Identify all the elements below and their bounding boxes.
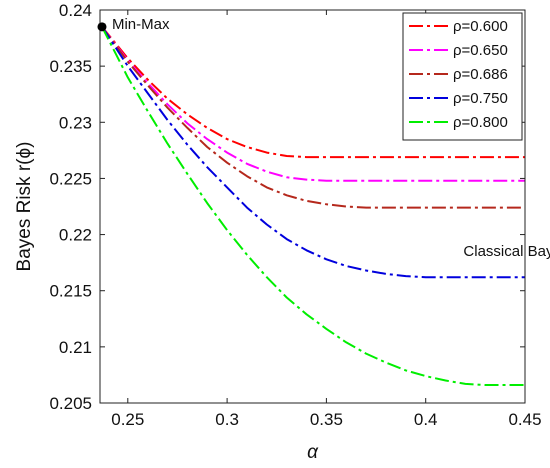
x-axis-label: α: [307, 442, 319, 463]
series-lines: [101, 26, 525, 386]
series-line-0: [101, 26, 525, 159]
legend-label-0: ρ=0.600: [453, 18, 508, 35]
y-tick-label: 0.225: [49, 169, 92, 188]
y-tick-label: 0.22: [59, 226, 92, 245]
x-tick-label: 0.45: [508, 410, 541, 429]
x-tick-label: 0.4: [414, 410, 438, 429]
min-max-point: [97, 22, 107, 32]
y-tick-label: 0.24: [59, 1, 92, 20]
y-tick-label: 0.23: [59, 113, 92, 132]
legend-label-2: ρ=0.686: [453, 66, 508, 83]
y-tick-label: 0.21: [59, 338, 92, 357]
legend-label-4: ρ=0.800: [453, 114, 508, 131]
x-tick-label: 0.25: [111, 410, 144, 429]
min-max-point-group: Min-Max: [97, 16, 170, 33]
series-line-3: [101, 26, 525, 279]
y-tick-label: 0.215: [49, 282, 92, 301]
min-max-label: Min-Max: [112, 16, 170, 33]
y-tick-label: 0.235: [49, 57, 92, 76]
plot-frame: [99, 9, 526, 404]
series-line-4: [101, 26, 525, 386]
classical-bayes-annotation: Classical Bayes: [463, 243, 550, 260]
series-line-2: [101, 26, 525, 209]
series-line-1: [101, 26, 525, 182]
legend: ρ=0.600 ρ=0.650 ρ=0.686 ρ=0.750 ρ=0.800: [402, 12, 523, 141]
y-tick-label: 0.205: [49, 394, 92, 413]
legend-box: [402, 12, 523, 141]
legend-label-1: ρ=0.650: [453, 42, 508, 59]
legend-label-3: ρ=0.750: [453, 90, 508, 107]
axis-ticks: 0.25 0.3 0.35 0.4 0.45 0.205 0.21 0.215 0.22 0.22…: [49, 1, 541, 429]
x-tick-label: 0.3: [215, 410, 239, 429]
x-tick-label: 0.35: [310, 410, 343, 429]
y-axis-label: Bayes Risk r(ϕ): [14, 142, 35, 272]
